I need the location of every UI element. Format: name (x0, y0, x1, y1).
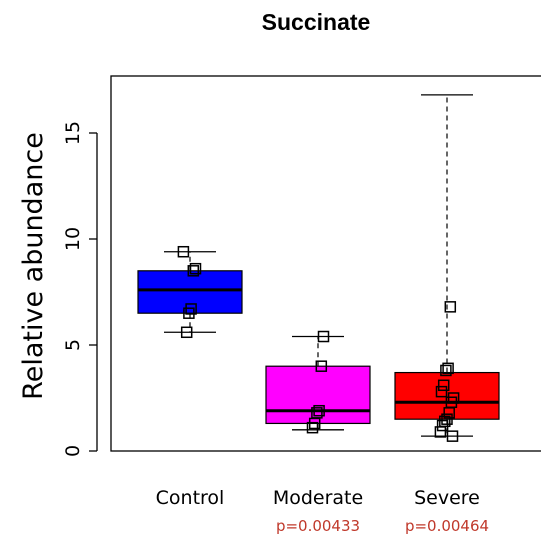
severe-data-point (444, 301, 457, 313)
plot-marks: 0 5 10 15 Control Moderate p=0.00433 Severe p=0.… (62, 94, 500, 535)
severe-data-point (446, 430, 459, 442)
moderate-data-point (308, 417, 321, 430)
y-tick-label: 15 (62, 121, 84, 145)
moderate-data-point (317, 330, 330, 343)
control-data-point (177, 245, 190, 258)
moderate-data-point (313, 404, 325, 417)
y-tick-label: 10 (62, 227, 84, 251)
y-axis-label: Relative abundance (18, 132, 49, 400)
severe-pvalue-label: p=0.00464 (405, 517, 489, 535)
control-data-point (183, 307, 195, 319)
chart-title: Succinate (262, 9, 371, 35)
severe-category-label: Severe (414, 487, 480, 509)
control-data-point (189, 262, 202, 275)
severe-data-point (436, 419, 449, 432)
severe-data-point (434, 426, 447, 438)
severe-data-point (435, 385, 448, 398)
severe-data-point (442, 362, 454, 375)
plot-frame (110, 75, 541, 452)
severe-data-point (447, 392, 460, 404)
severe-data-point (440, 364, 452, 377)
control-data-point (185, 303, 197, 315)
y-tick-label: 0 (62, 445, 84, 457)
moderate-category-label: Moderate (273, 487, 363, 509)
control-category-label: Control (156, 487, 225, 509)
control-box (137, 270, 243, 314)
severe-data-point (437, 379, 450, 392)
moderate-data-point (306, 421, 319, 434)
control-data-point (180, 326, 193, 339)
control-data-point (187, 265, 200, 277)
moderate-box (265, 365, 371, 425)
y-tick-label: 5 (62, 339, 84, 351)
moderate-data-point (315, 360, 328, 372)
moderate-pvalue-label: p=0.00433 (276, 517, 360, 535)
